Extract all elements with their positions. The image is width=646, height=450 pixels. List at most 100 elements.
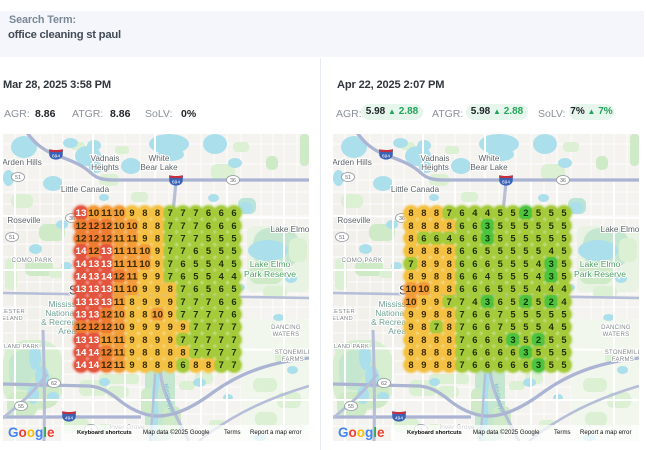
svg-text:8: 8 xyxy=(142,359,147,370)
svg-text:7: 7 xyxy=(434,321,439,332)
svg-text:10: 10 xyxy=(114,309,125,320)
svg-text:3: 3 xyxy=(549,258,554,269)
svg-text:7: 7 xyxy=(447,296,452,307)
svg-text:5: 5 xyxy=(523,220,528,231)
svg-text:10: 10 xyxy=(127,283,138,294)
svg-text:Mississ: Mississ xyxy=(49,299,76,309)
svg-text:7: 7 xyxy=(459,321,464,332)
svg-text:Park Reserve: Park Reserve xyxy=(574,269,626,279)
svg-text:5: 5 xyxy=(498,233,503,244)
svg-text:9: 9 xyxy=(168,334,173,345)
svg-text:5: 5 xyxy=(536,321,541,332)
svg-text:6: 6 xyxy=(193,283,198,294)
svg-text:8: 8 xyxy=(206,359,211,370)
svg-text:5: 5 xyxy=(510,245,515,256)
svg-text:8: 8 xyxy=(408,233,413,244)
svg-text:Roseville: Roseville xyxy=(7,216,41,225)
svg-text:6: 6 xyxy=(231,207,236,218)
svg-text:8: 8 xyxy=(408,359,413,370)
svg-text:62: 62 xyxy=(51,381,57,387)
svg-text:8: 8 xyxy=(142,309,147,320)
svg-text:5: 5 xyxy=(536,233,541,244)
svg-text:5: 5 xyxy=(231,233,236,244)
svg-text:6: 6 xyxy=(510,347,515,358)
svg-text:13: 13 xyxy=(76,309,87,320)
svg-text:9: 9 xyxy=(129,207,134,218)
svg-text:5: 5 xyxy=(549,220,554,231)
svg-text:7: 7 xyxy=(168,220,173,231)
svg-text:7: 7 xyxy=(168,258,173,269)
svg-text:6: 6 xyxy=(472,271,477,282)
svg-text:4: 4 xyxy=(561,296,567,307)
svg-text:5: 5 xyxy=(549,207,554,218)
svg-text:5: 5 xyxy=(536,245,541,256)
svg-text:Vadnais: Vadnais xyxy=(421,154,450,163)
svg-text:Mississippi: Mississippi xyxy=(492,383,504,413)
svg-text:3: 3 xyxy=(523,347,528,358)
svg-text:11: 11 xyxy=(127,233,138,244)
svg-text:694: 694 xyxy=(502,180,510,186)
svg-text:5: 5 xyxy=(510,207,515,218)
svg-text:8: 8 xyxy=(421,207,426,218)
svg-text:51: 51 xyxy=(339,235,345,241)
svg-text:Mississippi: Mississippi xyxy=(162,383,174,413)
svg-text:11: 11 xyxy=(114,233,125,244)
svg-text:4: 4 xyxy=(549,321,555,332)
svg-text:9: 9 xyxy=(434,258,439,269)
svg-text:10: 10 xyxy=(406,296,417,307)
svg-text:13: 13 xyxy=(101,283,112,294)
svg-text:6: 6 xyxy=(485,309,490,320)
svg-text:13: 13 xyxy=(101,245,112,256)
svg-text:8: 8 xyxy=(447,359,452,370)
svg-text:6: 6 xyxy=(472,334,477,345)
svg-text:Area: Area xyxy=(58,326,76,336)
svg-text:8: 8 xyxy=(421,334,426,345)
svg-text:Report a map error: Report a map error xyxy=(250,429,301,436)
svg-text:14: 14 xyxy=(76,359,88,370)
svg-text:6: 6 xyxy=(219,220,224,231)
svg-text:7: 7 xyxy=(459,347,464,358)
svg-text:5: 5 xyxy=(523,334,528,345)
svg-text:3: 3 xyxy=(549,271,554,282)
svg-text:12: 12 xyxy=(88,321,99,332)
svg-text:6: 6 xyxy=(459,258,464,269)
svg-text:8: 8 xyxy=(142,347,147,358)
svg-text:7: 7 xyxy=(193,347,198,358)
svg-text:5: 5 xyxy=(206,258,211,269)
svg-text:LAND PARK: LAND PARK xyxy=(334,344,369,350)
svg-text:& Recrea: & Recrea xyxy=(371,317,406,327)
svg-text:5: 5 xyxy=(510,271,515,282)
svg-text:Google: Google xyxy=(338,425,385,440)
svg-text:6: 6 xyxy=(485,283,490,294)
svg-text:10: 10 xyxy=(88,207,99,218)
svg-text:6: 6 xyxy=(498,296,503,307)
svg-text:11: 11 xyxy=(114,359,125,370)
svg-text:6: 6 xyxy=(434,233,439,244)
svg-text:5: 5 xyxy=(498,258,503,269)
svg-text:7: 7 xyxy=(180,334,185,345)
svg-text:5: 5 xyxy=(498,245,503,256)
svg-text:5: 5 xyxy=(523,245,528,256)
svg-text:7: 7 xyxy=(180,245,185,256)
svg-text:12: 12 xyxy=(88,233,99,244)
svg-text:5: 5 xyxy=(561,245,566,256)
svg-text:7: 7 xyxy=(231,334,236,345)
svg-text:7: 7 xyxy=(219,309,224,320)
svg-text:10: 10 xyxy=(127,220,138,231)
svg-text:National: National xyxy=(45,308,76,318)
svg-text:5: 5 xyxy=(561,258,566,269)
svg-text:6: 6 xyxy=(472,220,477,231)
svg-text:9: 9 xyxy=(408,321,413,332)
svg-text:6: 6 xyxy=(459,207,464,218)
svg-text:8: 8 xyxy=(421,347,426,358)
svg-text:5: 5 xyxy=(536,347,541,358)
svg-text:10: 10 xyxy=(152,309,163,320)
svg-text:694: 694 xyxy=(382,154,390,160)
svg-text:7: 7 xyxy=(180,309,185,320)
svg-text:8: 8 xyxy=(180,347,185,358)
svg-text:7: 7 xyxy=(193,334,198,345)
svg-text:14: 14 xyxy=(88,359,100,370)
svg-text:5: 5 xyxy=(523,258,528,269)
svg-text:9: 9 xyxy=(129,359,134,370)
svg-text:7: 7 xyxy=(193,296,198,307)
